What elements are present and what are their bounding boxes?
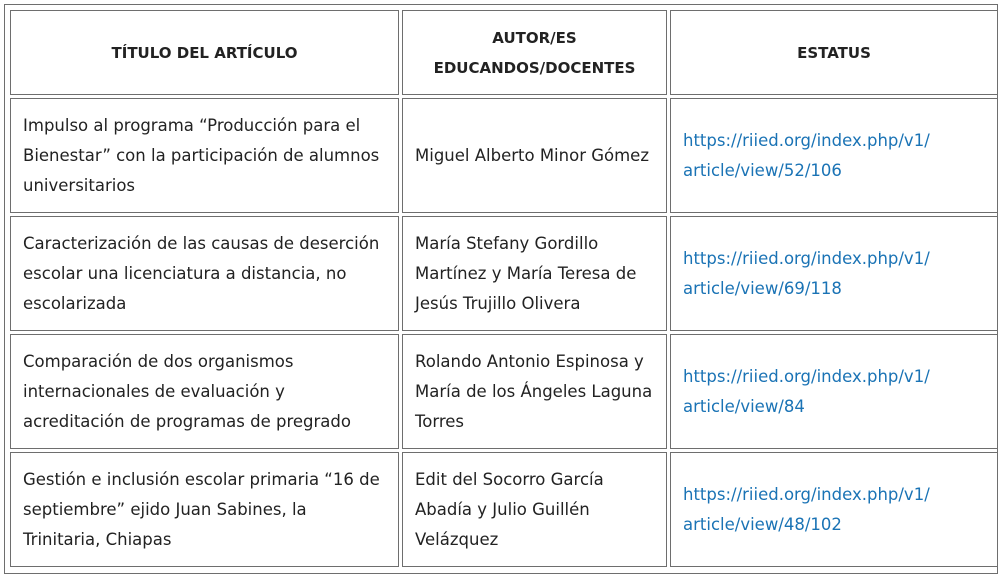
article-link-line1[interactable]: https://riied.org/index.php/v1/: [683, 484, 930, 504]
article-status-cell: https://riied.org/index.php/v1/article/v…: [670, 452, 998, 567]
article-title-cell: Comparación de dos organismos internacio…: [10, 334, 399, 449]
article-link[interactable]: https://riied.org/index.php/v1/article/v…: [683, 131, 930, 180]
article-status-cell: https://riied.org/index.php/v1/article/v…: [670, 334, 998, 449]
article-link-line1[interactable]: https://riied.org/index.php/v1/: [683, 366, 930, 386]
article-link-line1[interactable]: https://riied.org/index.php/v1/: [683, 248, 930, 268]
article-authors-cell: Miguel Alberto Minor Gómez: [402, 98, 667, 213]
article-title-cell: Impulso al programa “Producción para el …: [10, 98, 399, 213]
article-link-line2[interactable]: article/view/84: [683, 396, 805, 416]
article-link-line2[interactable]: article/view/48/102: [683, 514, 842, 534]
table-row: Comparación de dos organismos internacio…: [10, 334, 998, 449]
header-autores-line2: EDUCANDOS/DOCENTES: [433, 58, 636, 77]
table-row: Gestión e inclusión escolar primaria “16…: [10, 452, 998, 567]
article-status-cell: https://riied.org/index.php/v1/article/v…: [670, 98, 998, 213]
article-status-cell: https://riied.org/index.php/v1/article/v…: [670, 216, 998, 331]
article-link[interactable]: https://riied.org/index.php/v1/article/v…: [683, 485, 930, 534]
article-link-line2[interactable]: article/view/69/118: [683, 278, 842, 298]
article-link[interactable]: https://riied.org/index.php/v1/article/v…: [683, 249, 930, 298]
article-title-cell: Gestión e inclusión escolar primaria “16…: [10, 452, 399, 567]
header-autores: AUTOR/ES EDUCANDOS/DOCENTES: [402, 10, 667, 95]
article-authors-cell: Edit del Socorro García Abadía y Julio G…: [402, 452, 667, 567]
article-link[interactable]: https://riied.org/index.php/v1/article/v…: [683, 367, 930, 416]
article-authors-cell: Rolando Antonio Espinosa y María de los …: [402, 334, 667, 449]
table-row: Impulso al programa “Producción para el …: [10, 98, 998, 213]
header-autores-line1: AUTOR/ES: [492, 28, 577, 47]
table-header-row: TÍTULO DEL ARTÍCULO AUTOR/ES EDUCANDOS/D…: [10, 10, 998, 95]
table-row: Caracterización de las causas de deserci…: [10, 216, 998, 331]
article-link-line2[interactable]: article/view/52/106: [683, 160, 842, 180]
articles-table: TÍTULO DEL ARTÍCULO AUTOR/ES EDUCANDOS/D…: [7, 7, 1001, 570]
article-title-cell: Caracterización de las causas de deserci…: [10, 216, 399, 331]
article-authors-cell: María Stefany Gordillo Martínez y María …: [402, 216, 667, 331]
header-titulo: TÍTULO DEL ARTÍCULO: [10, 10, 399, 95]
articles-table-frame: TÍTULO DEL ARTÍCULO AUTOR/ES EDUCANDOS/D…: [4, 4, 998, 574]
article-link-line1[interactable]: https://riied.org/index.php/v1/: [683, 130, 930, 150]
header-estatus: ESTATUS: [670, 10, 998, 95]
